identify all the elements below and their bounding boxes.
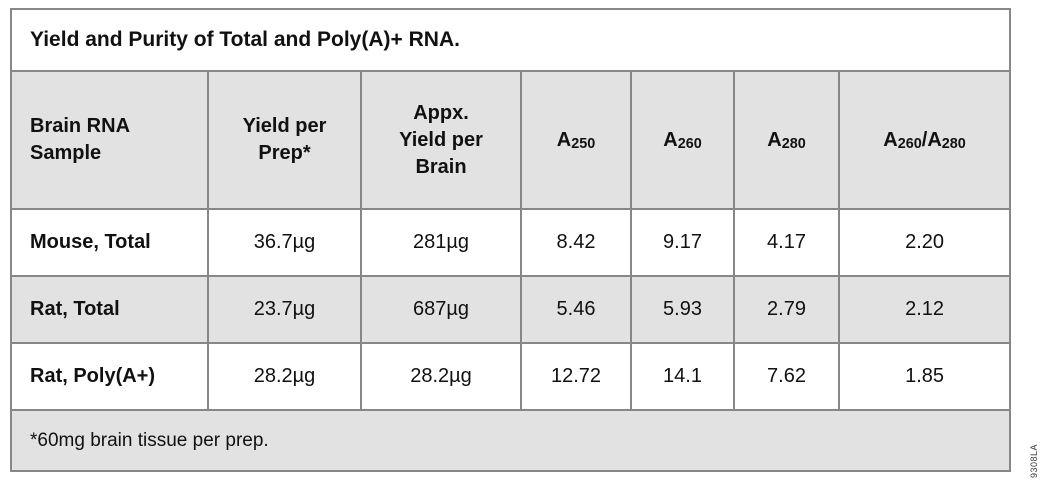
- sample-name-cell: Mouse, Total: [10, 208, 209, 277]
- a250-cell: 8.42: [520, 208, 632, 277]
- a250-base: A: [556, 128, 572, 151]
- table-row-mouse-total: Mouse, Total 36.7µg 281µg 8.42 9.17 4.17…: [10, 208, 1012, 277]
- footnote-row: *60mg brain tissue per prep.: [9, 409, 1012, 472]
- table-footnote: *60mg brain tissue per prep.: [9, 409, 1012, 472]
- ratio-subscript-2: 280: [941, 136, 966, 153]
- a260-cell: 14.1: [630, 342, 735, 411]
- table-row-rat-polya: Rat, Poly(A+) 28.2µg 28.2µg 12.72 14.1 7…: [10, 342, 1012, 411]
- sample-name-cell: Rat, Total: [10, 275, 209, 344]
- column-header-yield-per-brain: Appx. Yield per Brain: [360, 70, 522, 210]
- a280-subscript: 280: [781, 136, 806, 153]
- yield-per-prep-cell: 28.2µg: [207, 342, 362, 411]
- rna-yield-purity-table: Yield and Purity of Total and Poly(A)+ R…: [9, 8, 1012, 472]
- a260-a280-ratio-cell: 2.20: [837, 208, 1012, 277]
- title-row: Yield and Purity of Total and Poly(A)+ R…: [9, 8, 1012, 72]
- yield-per-brain-cell: 687µg: [360, 275, 522, 344]
- a260-subscript: 260: [677, 136, 702, 153]
- column-header-yield-per-prep: Yield per Prep*: [207, 70, 362, 210]
- a260-cell: 9.17: [630, 208, 735, 277]
- header-row: Brain RNA Sample Yield per Prep* Appx. Y…: [10, 70, 1012, 210]
- a280-cell: 7.62: [733, 342, 840, 411]
- yield-per-brain-cell: 281µg: [360, 208, 522, 277]
- column-header-sample: Brain RNA Sample: [10, 70, 209, 210]
- yield-per-brain-cell: 28.2µg: [360, 342, 522, 411]
- column-header-a280: A280: [733, 70, 840, 210]
- a280-cell: 4.17: [733, 208, 840, 277]
- a250-subscript: 250: [571, 136, 596, 153]
- a250-cell: 5.46: [520, 275, 632, 344]
- a260-a280-ratio-cell: 2.12: [837, 275, 1012, 344]
- a260-cell: 5.93: [630, 275, 735, 344]
- a280-base: A: [767, 128, 782, 151]
- ratio-base-1: A: [883, 128, 898, 151]
- a260-base: A: [663, 128, 678, 151]
- ratio-base-2: /A: [921, 128, 942, 151]
- part-number-watermark: 9308LA: [1029, 443, 1039, 478]
- a260-a280-ratio-cell: 1.85: [837, 342, 1012, 411]
- table-title: Yield and Purity of Total and Poly(A)+ R…: [9, 8, 1012, 72]
- a250-cell: 12.72: [520, 342, 632, 411]
- column-header-a260: A260: [630, 70, 735, 210]
- yield-per-prep-cell: 36.7µg: [207, 208, 362, 277]
- column-header-a250: A250: [520, 70, 632, 210]
- column-header-a260-a280-ratio: A260/A280: [837, 70, 1012, 210]
- sample-name-cell: Rat, Poly(A+): [10, 342, 209, 411]
- yield-per-prep-cell: 23.7µg: [207, 275, 362, 344]
- table-row-rat-total: Rat, Total 23.7µg 687µg 5.46 5.93 2.79 2…: [10, 275, 1012, 344]
- ratio-subscript-1: 260: [897, 136, 922, 153]
- a280-cell: 2.79: [733, 275, 840, 344]
